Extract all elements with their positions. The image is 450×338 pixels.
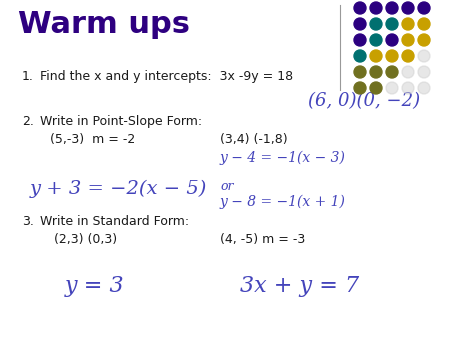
Text: Write in Standard Form:: Write in Standard Form: [40,215,189,228]
Circle shape [418,2,430,14]
Circle shape [418,82,430,94]
Circle shape [370,82,382,94]
Text: or: or [220,180,234,193]
Text: Write in Point-Slope Form:: Write in Point-Slope Form: [40,115,202,128]
Text: (2,3) (0,3): (2,3) (0,3) [50,233,117,246]
Circle shape [386,2,398,14]
Text: (4, -5) m = -3: (4, -5) m = -3 [220,233,305,246]
Text: Warm ups: Warm ups [18,10,190,39]
Circle shape [418,34,430,46]
Circle shape [418,50,430,62]
Circle shape [402,50,414,62]
Circle shape [370,2,382,14]
Circle shape [354,82,366,94]
Text: (5,-3)  m = -2: (5,-3) m = -2 [50,133,135,146]
Text: (3,4) (-1,8): (3,4) (-1,8) [220,133,288,146]
Text: y = 3: y = 3 [65,275,125,297]
Circle shape [402,18,414,30]
Circle shape [370,34,382,46]
Circle shape [354,50,366,62]
Circle shape [402,34,414,46]
Text: (6, 0)(0, −2): (6, 0)(0, −2) [308,92,420,110]
Circle shape [386,34,398,46]
Circle shape [386,82,398,94]
Text: 1.: 1. [22,70,34,83]
Circle shape [370,18,382,30]
Text: 2.: 2. [22,115,34,128]
Circle shape [370,50,382,62]
Circle shape [354,18,366,30]
Text: 3.: 3. [22,215,34,228]
Circle shape [402,82,414,94]
Text: y + 3 = −2(x − 5): y + 3 = −2(x − 5) [30,180,207,198]
Text: y − 4 = −1(x − 3): y − 4 = −1(x − 3) [220,151,346,165]
Circle shape [354,66,366,78]
Circle shape [370,66,382,78]
Circle shape [418,66,430,78]
Circle shape [386,50,398,62]
Circle shape [402,66,414,78]
Text: y − 8 = −1(x + 1): y − 8 = −1(x + 1) [220,195,346,209]
Circle shape [386,18,398,30]
Circle shape [386,66,398,78]
Circle shape [402,2,414,14]
Circle shape [354,2,366,14]
Circle shape [418,18,430,30]
Text: Find the x and y intercepts:  3x -9y = 18: Find the x and y intercepts: 3x -9y = 18 [40,70,293,83]
Circle shape [354,34,366,46]
Text: 3x + y = 7: 3x + y = 7 [240,275,359,297]
